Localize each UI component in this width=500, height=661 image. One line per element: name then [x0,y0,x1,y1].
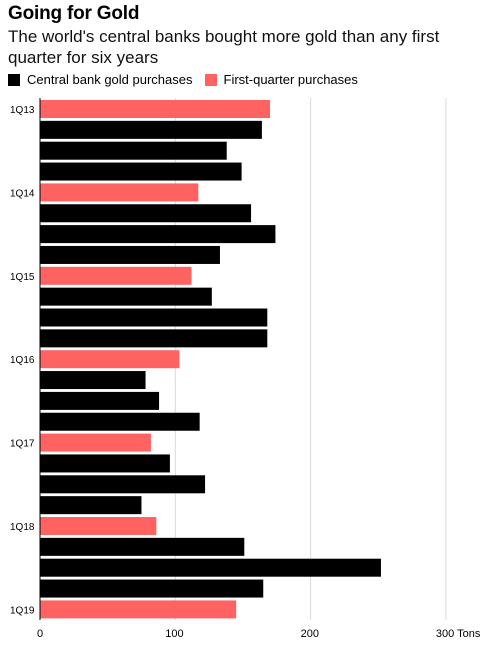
legend-item-first-quarter: First-quarter purchases [204,72,358,87]
bar-3Q14 [40,225,276,244]
legend-swatch-first-quarter [204,73,217,86]
bar-4Q14 [40,245,220,264]
bar-1Q15 [40,266,192,285]
legend: Central bank gold purchases First-quarte… [8,72,370,87]
bar-3Q17 [40,475,206,494]
category-label-1Q19: 1Q19 [10,605,35,616]
category-label-1Q15: 1Q15 [10,272,35,283]
x-tick-label-0: 0 [37,628,43,640]
x-tick-label-100: 100 [165,628,183,640]
bar-3Q18 [40,558,381,577]
bar-2Q17 [40,454,170,473]
category-label-1Q16: 1Q16 [10,355,35,366]
bar-4Q13 [40,162,242,181]
legend-label-central-bank: Central bank gold purchases [27,72,193,87]
bar-4Q15 [40,329,268,348]
x-tick-label-300: 300 Tons [436,628,481,640]
x-tick-label-200: 200 [301,628,319,640]
chart-title: Going for Gold [8,3,140,24]
bar-1Q18 [40,517,157,535]
bar-4Q17 [40,496,142,515]
bar-4Q16 [40,412,200,431]
legend-item-central-bank: Central bank gold purchases [8,72,193,87]
bar-3Q15 [40,308,268,327]
legend-swatch-central-bank [8,73,20,86]
bar-4Q18 [40,579,264,598]
category-label-1Q17: 1Q17 [10,439,35,450]
bar-2Q13 [40,120,262,139]
chart-subtitle: The world's central banks bought more go… [8,27,440,67]
bar-2Q15 [40,287,212,306]
bar-3Q13 [40,141,227,160]
bar-1Q19 [40,600,237,619]
bar-1Q13 [40,100,271,118]
category-label-1Q14: 1Q14 [10,188,35,199]
category-label-1Q18: 1Q18 [10,522,35,533]
category-label-1Q13: 1Q13 [10,105,35,116]
bar-1Q14 [40,183,199,202]
bar-2Q14 [40,204,252,223]
legend-label-first-quarter: First-quarter purchases [223,72,358,87]
bar-1Q16 [40,350,180,369]
bar-2Q16 [40,371,146,390]
bar-1Q17 [40,433,151,452]
bar-3Q16 [40,391,160,410]
bar-2Q18 [40,537,245,556]
